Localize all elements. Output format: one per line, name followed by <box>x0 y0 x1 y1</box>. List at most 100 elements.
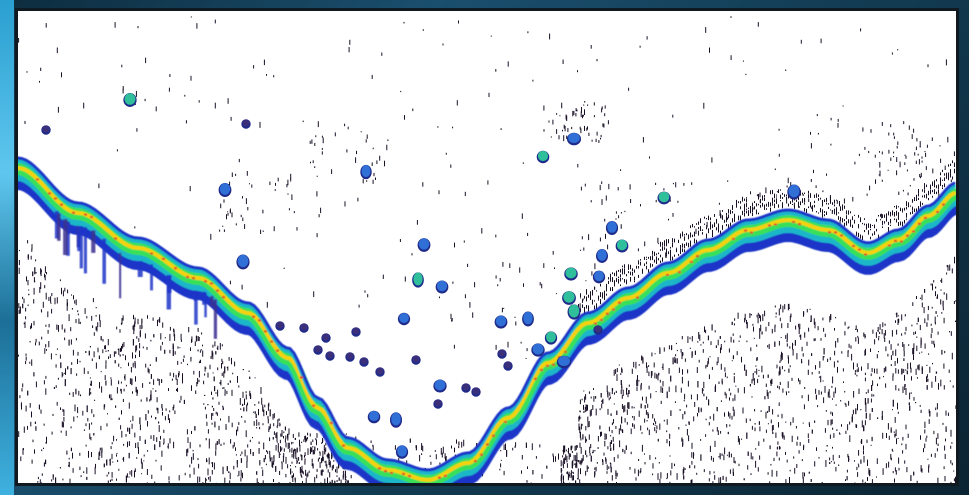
near-bottom-noise <box>844 219 845 222</box>
water-noise-tick <box>677 200 679 203</box>
water-noise-tick <box>366 134 368 139</box>
sediment-tick <box>338 462 340 468</box>
sediment-tick <box>905 369 907 371</box>
near-bottom-noise <box>830 209 831 211</box>
water-noise-tick <box>881 151 883 155</box>
sediment-tick <box>630 451 632 455</box>
sediment-tick <box>136 457 138 459</box>
sediment-tick <box>942 422 944 425</box>
seabed-speckle <box>918 222 921 225</box>
water-noise-tick <box>467 263 469 267</box>
sediment-tick <box>689 465 691 469</box>
sediment-tick <box>218 439 220 445</box>
sediment-tick <box>797 436 799 440</box>
near-bottom-noise <box>850 222 851 227</box>
near-bottom-noise <box>918 197 919 200</box>
water-noise-tick <box>384 160 385 167</box>
sediment-tick <box>926 374 928 378</box>
seabed-speckle <box>252 315 255 318</box>
sediment-tick <box>215 351 217 355</box>
sediment-tick <box>937 315 938 317</box>
sediment-tick <box>741 356 742 363</box>
sediment-tick <box>698 407 700 413</box>
sediment-tick <box>129 427 131 434</box>
sediment-tick <box>301 476 303 478</box>
near-bottom-noise <box>806 208 807 210</box>
sediment-tick <box>203 403 205 405</box>
sediment-tick <box>322 438 323 443</box>
sediment-tick <box>729 412 731 419</box>
fish-echo <box>504 361 512 369</box>
sediment-tick <box>186 429 188 435</box>
sediment-tick <box>694 402 696 407</box>
water-noise-tick <box>577 163 579 168</box>
near-bottom-noise <box>842 204 843 207</box>
sediment-tick <box>789 316 791 322</box>
sediment-tick <box>345 433 347 435</box>
sediment-tick <box>134 432 136 438</box>
water-noise-tick <box>499 278 501 282</box>
sediment-tick <box>134 362 136 369</box>
sediment-tick <box>663 419 665 422</box>
fish-echo <box>412 355 420 363</box>
seabed-speckle <box>666 274 669 276</box>
sediment-tick <box>61 287 62 295</box>
seabed-drip <box>119 252 122 299</box>
sediment-tick <box>825 450 827 452</box>
near-bottom-noise <box>902 221 903 227</box>
near-bottom-noise <box>936 179 937 182</box>
water-noise-tick <box>39 80 40 83</box>
sediment-tick <box>850 345 852 349</box>
sediment-tick <box>111 442 113 445</box>
sediment-tick <box>772 424 774 431</box>
sediment-tick <box>934 453 936 458</box>
sediment-tick <box>45 375 47 379</box>
sediment-tick <box>857 403 858 411</box>
sediment-tick <box>837 338 839 343</box>
water-noise-tick <box>584 101 586 103</box>
sediment-tick <box>97 322 99 327</box>
water-noise-tick <box>375 177 376 180</box>
sediment-tick <box>155 390 157 392</box>
sediment-tick <box>154 444 156 450</box>
sediment-tick <box>156 437 158 442</box>
sediment-tick <box>39 479 41 483</box>
sediment-tick <box>633 361 635 368</box>
sediment-tick <box>277 419 279 427</box>
near-bottom-noise <box>748 213 749 216</box>
sediment-tick <box>160 333 162 340</box>
near-bottom-noise <box>708 215 709 221</box>
sediment-tick <box>38 404 40 410</box>
sediment-tick <box>943 363 945 369</box>
sediment-tick <box>132 325 134 330</box>
water-noise-tick <box>672 213 674 217</box>
sediment-tick <box>902 386 904 393</box>
sediment-tick <box>372 444 374 447</box>
sediment-tick <box>756 357 758 361</box>
sediment-tick <box>252 452 254 456</box>
sediment-tick <box>37 481 39 483</box>
near-bottom-noise <box>580 308 581 312</box>
seabed-drip <box>194 290 198 325</box>
sediment-tick <box>845 430 847 434</box>
sediment-tick <box>99 314 101 321</box>
sediment-tick <box>796 353 798 360</box>
near-bottom-noise <box>742 197 743 199</box>
sediment-tick <box>136 336 138 339</box>
water-noise-tick <box>137 26 139 29</box>
sediment-tick <box>929 411 931 417</box>
seabed-speckle <box>72 211 75 214</box>
sediment-tick <box>950 460 952 464</box>
sediment-tick <box>45 442 47 444</box>
near-bottom-noise <box>726 215 727 221</box>
sediment-tick <box>688 421 690 425</box>
sediment-tick <box>897 437 899 439</box>
near-bottom-noise <box>702 229 703 231</box>
sediment-tick <box>890 453 892 460</box>
near-bottom-noise <box>634 280 635 283</box>
sediment-tick <box>71 308 73 310</box>
sediment-tick <box>609 442 611 447</box>
near-bottom-noise <box>822 209 823 215</box>
sediment-tick <box>541 474 543 479</box>
sediment-tick <box>560 460 562 467</box>
